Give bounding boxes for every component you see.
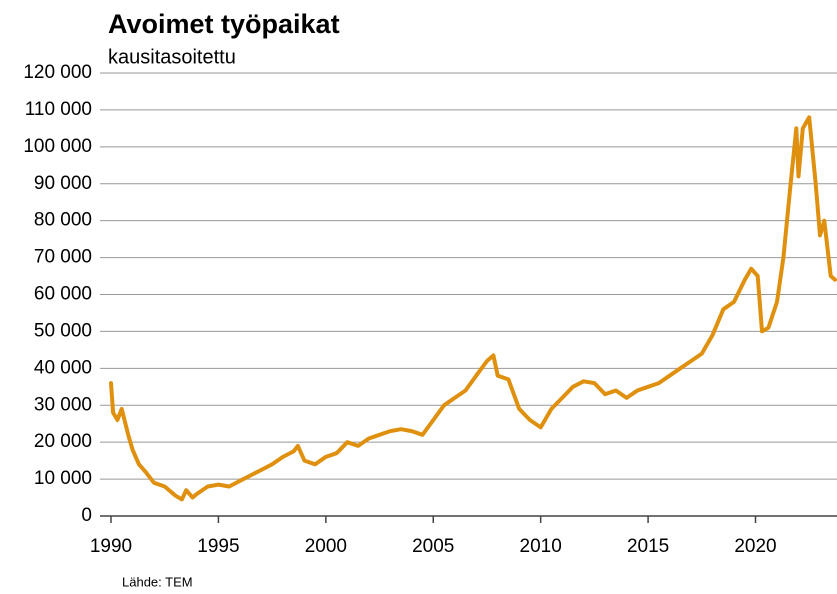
y-tick-label: 50 000	[34, 320, 92, 341]
x-tick-label: 2015	[627, 536, 669, 557]
y-tick-label: 120 000	[23, 62, 92, 83]
source: Lähde: TEM	[122, 574, 193, 589]
y-tick-label: 100 000	[23, 136, 92, 157]
y-tick-label: 80 000	[34, 210, 92, 231]
x-tick-label: 2005	[412, 536, 454, 557]
y-tick-label: 60 000	[34, 284, 92, 305]
y-tick-label: 30 000	[34, 394, 92, 415]
x-tick-label: 1990	[90, 536, 132, 557]
y-tick-label: 40 000	[34, 357, 92, 378]
chart-title: Avoimet työpaikat	[108, 9, 340, 39]
data-line	[109, 115, 837, 502]
chart-subtitle: kausitasoitettu	[108, 46, 236, 68]
x-tick-label: 1995	[197, 536, 239, 557]
x-tick-label: 2020	[734, 536, 776, 557]
y-tick-label: 110 000	[25, 99, 92, 120]
y-tick-label: 90 000	[34, 173, 92, 194]
x-tick-label: 2000	[305, 536, 347, 557]
y-tick-label: 10 000	[34, 468, 92, 489]
y-tick-label: 20 000	[34, 431, 92, 452]
y-tick-label: 0	[81, 505, 92, 526]
x-tick-label: 2010	[520, 536, 562, 557]
y-tick-label: 70 000	[34, 247, 92, 268]
